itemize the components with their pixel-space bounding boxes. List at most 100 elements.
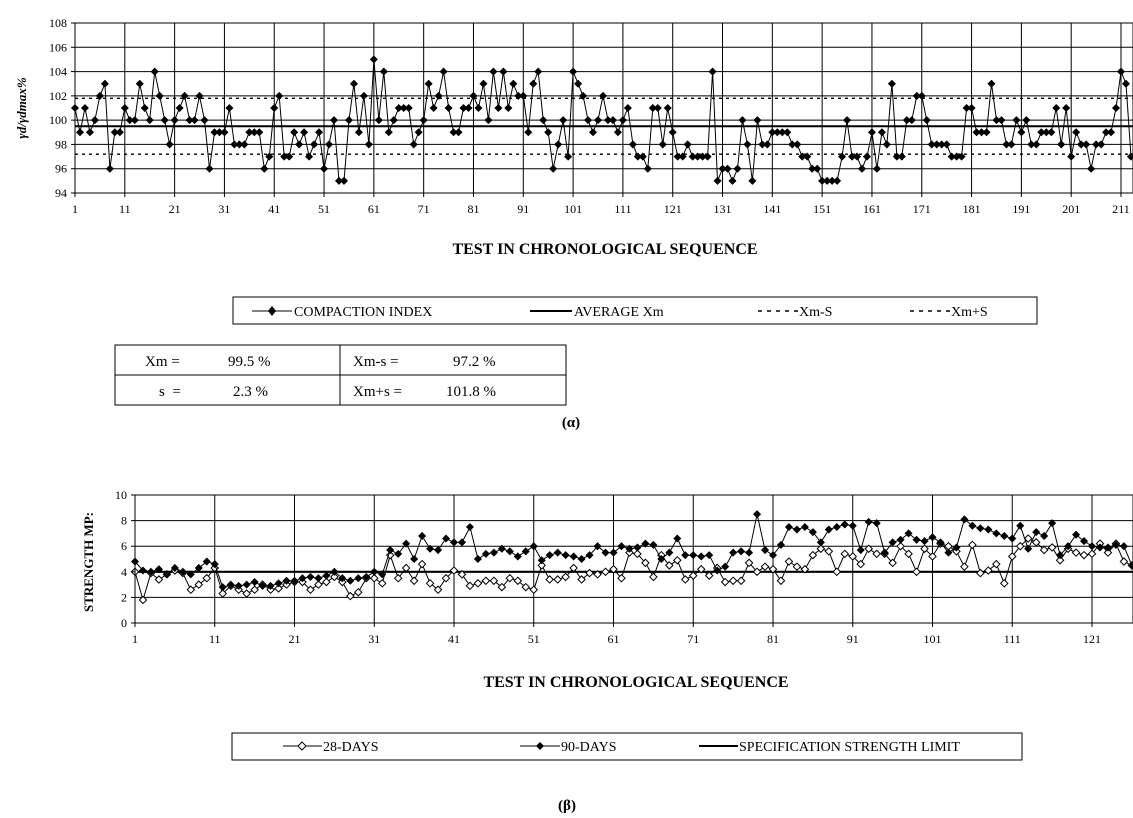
strength-28-days-point: [800, 564, 810, 574]
strength-90-days-point: [705, 551, 714, 560]
strength-90-days-point: [1016, 521, 1025, 530]
compaction-plot-frame: [74, 22, 1133, 194]
strength-28-days-point: [1119, 557, 1129, 566]
strength-90-days-point: [266, 581, 275, 590]
compaction-index-point: [569, 67, 578, 76]
compaction-index-point: [584, 116, 593, 125]
strength-90-days-point: [1008, 534, 1017, 543]
strength-90-days-point: [1040, 531, 1049, 540]
strength-90-days-point: [274, 579, 283, 588]
strength-90-days-point: [338, 574, 347, 583]
strength-28-days-point: [816, 544, 826, 554]
legend-label-28-days: 28-DAYS: [323, 740, 379, 755]
x-tick-label: 61: [368, 202, 380, 216]
compaction-index-point: [922, 116, 931, 125]
compaction-index-point: [613, 128, 622, 137]
strength-90-days-point: [721, 562, 730, 571]
x-tick-label: 71: [418, 202, 430, 216]
compaction-index-point: [434, 91, 443, 100]
compaction-index-point: [155, 91, 164, 100]
compaction-index-point: [240, 140, 249, 149]
strength-90-days-point: [561, 551, 570, 560]
x-tick-label: 121: [1083, 632, 1101, 646]
strength-90-days-point: [585, 551, 594, 560]
compaction-index-point: [295, 140, 304, 149]
stats-xm-plus-s-label: Xm+s =: [353, 384, 402, 400]
strength-28-days-point: [784, 557, 794, 566]
stats-xm-value: 99.5 %: [228, 354, 271, 370]
legend-label-xm-minus-s: Xm-S: [799, 305, 832, 320]
compaction-index-point: [1126, 152, 1133, 161]
strength-28-days-point: [864, 544, 874, 554]
strength-y-axis-label: STRENGTH MP:: [81, 512, 96, 612]
legend-label-spec-limit: SPECIFICATION STRENGTH LIMIT: [739, 740, 960, 755]
strength-28-days-point: [904, 549, 913, 559]
hollow-diamond-marker-icon: [297, 741, 307, 751]
strength-28-days-point: [537, 561, 547, 570]
strength-28-days-point: [513, 576, 523, 586]
compaction-index-point: [1052, 103, 1061, 113]
strength-90-days-point: [689, 551, 698, 560]
y-tick-label: 98: [55, 137, 67, 151]
strength-28-days-point: [561, 572, 570, 582]
compaction-index-point: [329, 116, 339, 125]
strength-90-days-point: [808, 528, 817, 537]
strength-90-days-point: [816, 538, 825, 547]
strength-90-days-point: [394, 549, 403, 558]
strength-90-days-point: [1103, 543, 1112, 552]
strength-90-days-point: [681, 551, 690, 560]
stats-s-label: s =: [159, 384, 181, 400]
compaction-index-point: [1017, 128, 1026, 137]
strength-90-days-point: [737, 547, 746, 556]
strength-28-days-point: [353, 587, 363, 597]
compaction-index-point: [469, 91, 478, 100]
strength-90-days-point: [210, 560, 219, 569]
strength-28-days-point: [888, 558, 897, 568]
compaction-index-point: [75, 128, 85, 137]
strength-28-days-point: [928, 552, 937, 561]
x-tick-label: 151: [813, 202, 831, 216]
strength-28-days-point: [1015, 541, 1025, 551]
x-tick-label: 31: [368, 632, 380, 646]
compaction-index-point: [549, 164, 558, 173]
strength-28-days-point: [601, 567, 610, 577]
strength-28-days-point: [999, 579, 1009, 588]
strength-90-days-point: [729, 548, 738, 557]
compaction-index-point: [344, 116, 353, 125]
strength-28-days-point: [720, 577, 730, 587]
strength-28-days-point: [991, 559, 1001, 569]
compaction-index-point: [494, 103, 503, 113]
strength-90-days-point: [138, 566, 147, 575]
y-tick-label: 8: [121, 514, 127, 528]
strength-90-days-point: [442, 534, 451, 543]
strength-90-days-point: [824, 525, 833, 534]
x-tick-label: 61: [608, 632, 620, 646]
compaction-index-point: [325, 140, 334, 149]
strength-28-days-point: [314, 580, 323, 589]
strength-90-days-point: [282, 576, 291, 585]
compaction-index-point: [862, 152, 871, 161]
compaction-index-point: [838, 152, 847, 161]
strength-90-days-point: [1024, 544, 1033, 553]
compaction-index-point: [85, 128, 94, 137]
compaction-index-point: [703, 152, 712, 161]
y-tick-label: 2: [121, 590, 127, 604]
strength-28-days-point: [768, 564, 778, 574]
compaction-legend: COMPACTION INDEX AVERAGE Xm Xm-S Xm+S: [232, 296, 1038, 325]
compaction-x-ticks: 1 11 21 31 41 51 61 71 81 91 101 111 121 131 141 151 161…: [72, 193, 1130, 216]
compaction-index-point: [658, 140, 667, 149]
compaction-index-point: [887, 79, 896, 88]
compaction-index-point: [708, 67, 717, 76]
strength-90-days-point: [513, 552, 522, 561]
x-tick-label: 101: [924, 632, 942, 646]
strength-28-days-point: [553, 575, 562, 584]
strength-28-days-point: [776, 576, 786, 586]
compaction-index-point: [180, 91, 189, 100]
compaction-index-point: [135, 79, 144, 88]
strength-28-days-point: [856, 559, 866, 569]
compaction-index-point: [957, 152, 966, 161]
strength-90-days-point: [1127, 561, 1133, 570]
compaction-index-point: [354, 128, 363, 137]
strength-28-days-point: [896, 541, 905, 551]
strength-90-days-point: [457, 538, 466, 547]
